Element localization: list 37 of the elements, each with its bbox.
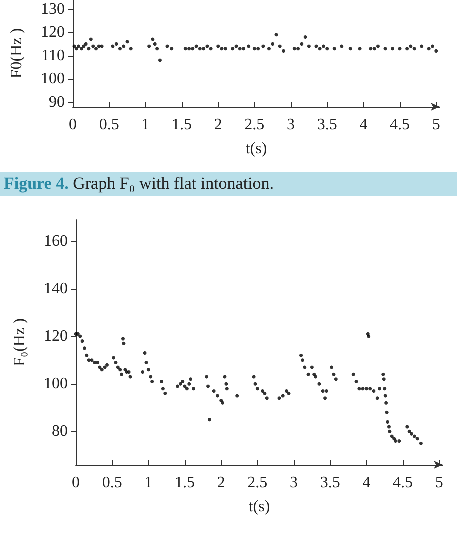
y-tick-label: 110: [42, 47, 65, 64]
x-tick-label: 4: [362, 474, 371, 492]
x-tick-label: 1: [144, 474, 153, 492]
x-tick-label: 1: [142, 116, 150, 134]
x-tick-label: 2.5: [244, 116, 265, 134]
x-axis-title: t(s): [246, 140, 268, 158]
x-tick-label: 0.5: [99, 116, 120, 134]
y-tick-label: 140: [44, 280, 68, 298]
x-tick-label: 0: [72, 474, 80, 492]
x-tick-label: 3: [287, 116, 296, 134]
x-tick-label: 4.5: [390, 116, 410, 134]
x-tick-label: 5: [432, 116, 440, 134]
x-tick-label: 0: [69, 116, 77, 134]
y-axis-title: F₀(Hz ): [12, 318, 28, 366]
x-tick-label: 3.5: [320, 474, 340, 492]
x-tick-label: 4: [360, 116, 368, 134]
y-tick-label: 120: [44, 328, 68, 346]
x-tick-label: 2: [214, 116, 222, 134]
x-tick-label: 1.5: [175, 474, 196, 492]
x-tick-label: 0.5: [102, 474, 122, 492]
y-tick-label: 130: [41, 0, 65, 18]
x-tick-label: 3.5: [317, 116, 338, 134]
x-tick-label: 2: [217, 474, 226, 492]
y-tick-label: 100: [41, 70, 65, 88]
x-tick-label: 5: [435, 474, 444, 492]
y-tick-label: 100: [44, 376, 68, 393]
x-tick-label: 4.5: [393, 474, 414, 492]
x-tick-label: 1.5: [172, 116, 192, 134]
x-tick-label: 3: [290, 474, 298, 492]
caption: Figure 4. Graph F₀ with flat intonation.: [0, 172, 457, 196]
y-tick-label: 120: [41, 24, 65, 42]
x-axis-title: t(s): [248, 498, 270, 516]
y-tick-label: 160: [44, 232, 68, 250]
x-tick-label: 2.5: [248, 474, 268, 492]
y-tick-label: 90: [49, 94, 65, 111]
y-tick-label: 80: [52, 423, 68, 440]
y-axis-title: F0(Hz ): [8, 28, 26, 79]
